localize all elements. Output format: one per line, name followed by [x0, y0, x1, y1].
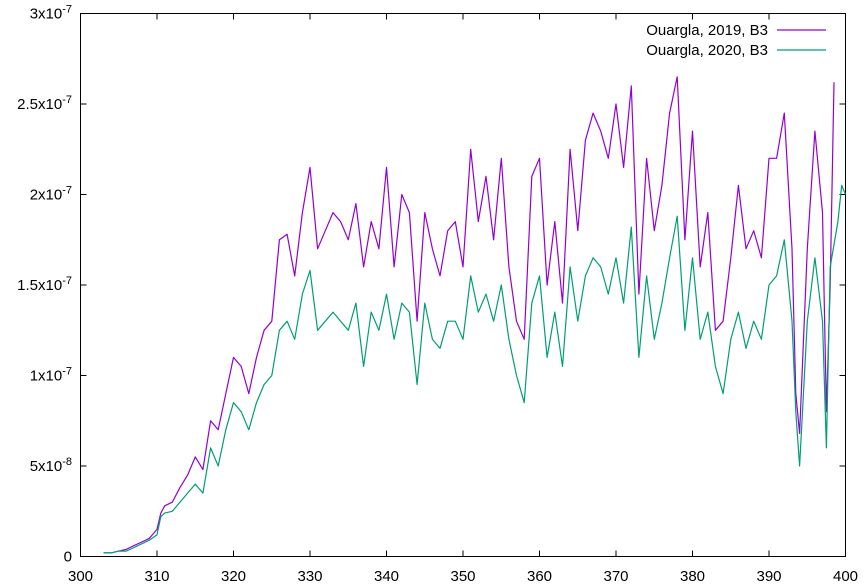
legend-label: Ouargla, 2019, B3 — [646, 22, 768, 39]
x-tick-label: 360 — [527, 568, 552, 585]
legend-entry: Ouargla, 2019, B3 — [646, 22, 826, 39]
legend-entry: Ouargla, 2020, B3 — [646, 42, 826, 59]
x-tick-label: 310 — [144, 568, 169, 585]
y-tick-label: 3x10-7 — [30, 4, 72, 23]
x-tick-label: 390 — [756, 568, 781, 585]
x-tick-label: 370 — [603, 568, 628, 585]
y-tick-label: 1x10-7 — [30, 366, 72, 385]
series-line-1 — [103, 76, 835, 554]
y-tick-label: 2.5x10-7 — [17, 94, 72, 113]
legend: Ouargla, 2019, B3 Ouargla, 2020, B3 — [646, 22, 826, 59]
x-tick-label: 340 — [374, 568, 399, 585]
plot-frame — [80, 13, 846, 557]
y-tick-label: 0 — [64, 549, 72, 566]
y-tick-label: 5x10-8 — [30, 456, 72, 475]
x-tick-label: 330 — [297, 568, 322, 585]
x-axis: 300 310 320 330 340 350 360 370 380 390 400 — [68, 13, 858, 585]
y-tick-label: 1.5x10-7 — [17, 275, 72, 294]
y-axis: 0 5x10-8 1x10-7 1.5x10-7 2x10-7 2.5x10-7 3x10-… — [17, 4, 846, 566]
series-line-2 — [103, 184, 847, 554]
series-layer — [103, 76, 847, 554]
x-tick-label: 320 — [221, 568, 246, 585]
x-tick-label: 350 — [450, 568, 475, 585]
x-tick-label: 300 — [68, 568, 93, 585]
legend-label: Ouargla, 2020, B3 — [646, 42, 768, 59]
x-tick-label: 400 — [833, 568, 858, 585]
x-tick-label: 380 — [680, 568, 705, 585]
y-tick-label: 2x10-7 — [30, 185, 72, 204]
